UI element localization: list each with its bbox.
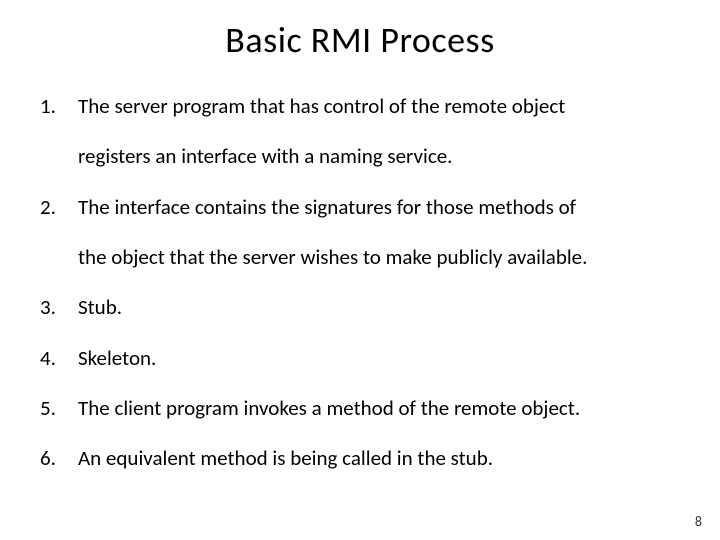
- list-item: The server program that has control of t…: [34, 92, 686, 171]
- list-item-text-line1: Stub.: [78, 294, 122, 320]
- list-item: The interface contains the signatures fo…: [34, 193, 686, 272]
- list-item: Stub.: [34, 293, 686, 321]
- list-item: The client program invokes a method of t…: [34, 394, 686, 422]
- list-item: An equivalent method is being called in …: [34, 444, 686, 472]
- list-item-text-line1: The server program that has control of t…: [78, 93, 565, 119]
- slide-title: Basic RMI Process: [34, 18, 686, 62]
- list-item-text-line1: An equivalent method is being called in …: [78, 445, 493, 471]
- list-item-text-line2: registers an interface with a naming ser…: [78, 142, 686, 170]
- process-list: The server program that has control of t…: [34, 92, 686, 473]
- list-item-text-line2: the object that the server wishes to mak…: [78, 243, 686, 271]
- list-item: Skeleton.: [34, 344, 686, 372]
- list-item-text-line1: The client program invokes a method of t…: [78, 395, 580, 421]
- slide-container: Basic RMI Process The server program tha…: [0, 0, 720, 540]
- list-item-text-line1: Skeleton.: [78, 345, 156, 371]
- list-item-text-line1: The interface contains the signatures fo…: [78, 194, 576, 220]
- page-number: 8: [695, 513, 702, 530]
